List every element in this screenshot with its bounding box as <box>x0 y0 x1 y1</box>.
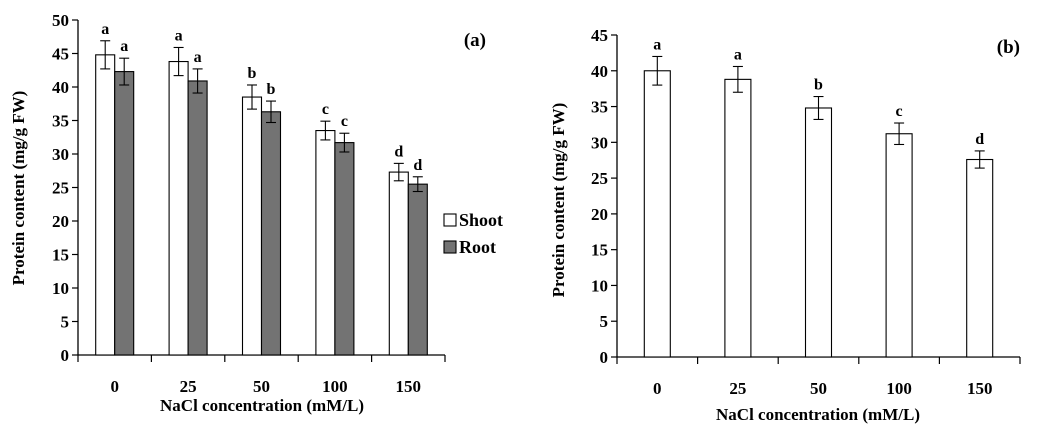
significance-label: a <box>734 46 742 63</box>
bar <box>966 158 994 358</box>
significance-label: c <box>896 103 903 120</box>
y-tick-label: 35 <box>591 98 608 117</box>
x-tick-label: 50 <box>253 377 270 396</box>
y-tick-label: 30 <box>591 133 608 152</box>
x-axis-title: NaCl concentration (mM/L) <box>716 405 920 424</box>
x-tick-label: 150 <box>396 377 422 396</box>
y-tick-label: 5 <box>600 312 609 331</box>
y-tick-label: 20 <box>52 212 69 231</box>
significance-label: b <box>248 65 257 82</box>
panel-label: (b) <box>997 37 1020 58</box>
y-tick-label: 45 <box>591 26 608 45</box>
significance-label: d <box>975 131 984 148</box>
bar <box>168 60 189 356</box>
bar <box>187 80 208 356</box>
bar <box>885 133 913 358</box>
significance-label: a <box>101 21 109 38</box>
y-tick-label: 25 <box>52 179 69 198</box>
y-tick-label: 35 <box>52 112 69 131</box>
legend-swatch <box>443 240 457 254</box>
significance-label: d <box>413 157 422 174</box>
significance-label: c <box>341 113 348 130</box>
x-tick-label: 0 <box>653 379 662 398</box>
x-tick-label: 25 <box>180 377 197 396</box>
y-tick-label: 0 <box>61 346 70 365</box>
y-tick-label: 20 <box>591 205 608 224</box>
significance-label: a <box>120 38 128 55</box>
x-tick-label: 50 <box>810 379 827 398</box>
y-tick-label: 30 <box>52 145 69 164</box>
x-tick-label: 25 <box>729 379 746 398</box>
y-tick-label: 10 <box>52 279 69 298</box>
panel-label: (a) <box>464 30 486 51</box>
y-tick-label: 5 <box>61 313 70 332</box>
significance-label: c <box>322 101 329 118</box>
x-tick-label: 0 <box>110 377 119 396</box>
significance-label: d <box>394 143 403 160</box>
legend-swatch <box>443 213 457 227</box>
x-axis-title: NaCl concentration (mM/L) <box>160 396 364 415</box>
bar <box>114 71 135 356</box>
bar <box>407 183 428 356</box>
bar <box>95 54 116 356</box>
y-axis-title: Protein content (mg/g FW) <box>549 103 568 298</box>
y-tick-label: 40 <box>52 78 69 97</box>
y-tick-label: 40 <box>591 62 608 81</box>
bar <box>643 70 671 358</box>
y-tick-label: 15 <box>591 241 608 260</box>
bar <box>315 130 336 356</box>
y-tick-label: 15 <box>52 246 69 265</box>
x-tick-label: 100 <box>322 377 348 396</box>
significance-label: a <box>653 36 661 53</box>
y-tick-label: 25 <box>591 169 608 188</box>
y-tick-label: 0 <box>600 348 609 367</box>
bar <box>334 142 355 356</box>
bar <box>804 107 833 358</box>
x-tick-label: 100 <box>886 379 912 398</box>
legend-label: Root <box>459 237 496 257</box>
bar <box>241 96 263 356</box>
significance-label: a <box>175 27 183 44</box>
chart-panel-2: 0 5 10 15 20 25 30 35 40 45 0 25 50 100 150 a a b c d NaCl c… <box>549 26 1021 424</box>
significance-label: b <box>267 81 276 98</box>
x-tick-label: 150 <box>967 379 993 398</box>
significance-label: b <box>814 77 823 94</box>
legend-label: Shoot <box>459 210 503 230</box>
legend: Shoot Root <box>443 210 503 257</box>
y-tick-label: 10 <box>591 276 608 295</box>
y-tick-label: 45 <box>52 45 69 64</box>
y-axis-title: Protein content (mg/g FW) <box>9 91 28 286</box>
bar <box>388 171 409 356</box>
bar <box>260 111 282 356</box>
bar <box>724 78 752 358</box>
significance-label: a <box>194 49 202 66</box>
y-tick-label: 50 <box>52 11 69 30</box>
